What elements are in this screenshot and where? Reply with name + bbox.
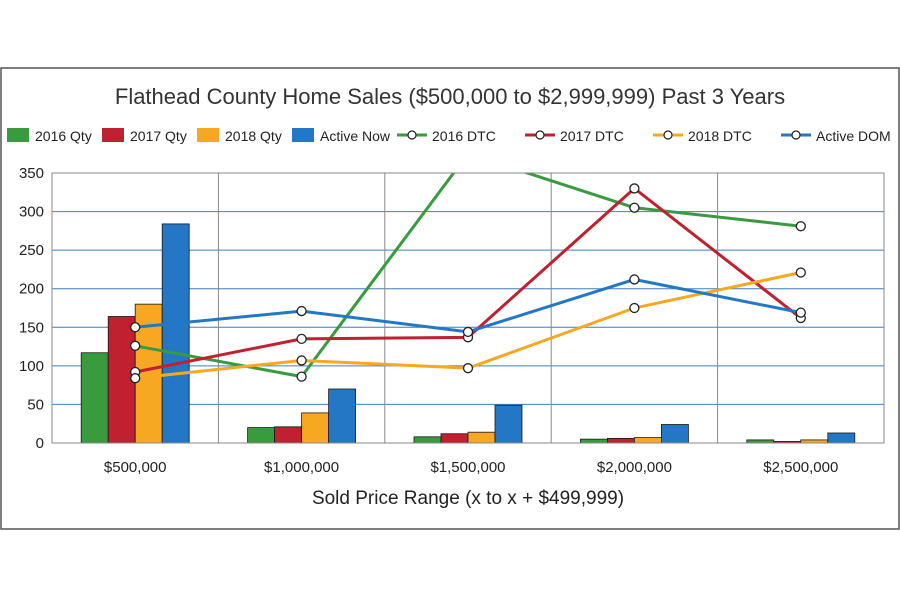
legend-swatch-marker <box>663 130 673 140</box>
legend-label: 2016 DTC <box>432 128 496 144</box>
plot-area <box>52 173 884 443</box>
legend-swatch <box>292 128 314 142</box>
bar <box>661 424 689 444</box>
line-point <box>629 302 640 314</box>
bar <box>80 352 109 444</box>
legend-label: Active DOM <box>816 128 891 144</box>
legend-label: 2018 Qty <box>225 128 282 144</box>
legend-label: Active Now <box>320 128 391 144</box>
bar <box>247 427 276 444</box>
line-point <box>462 326 474 338</box>
y-tick-label-250: 250 <box>19 242 44 259</box>
bar <box>301 412 330 444</box>
x-tick-label: $2,000,000 <box>597 459 672 476</box>
line-point <box>296 333 307 345</box>
y-tick-label-350: 350 <box>19 165 44 182</box>
bar <box>161 223 190 444</box>
bar <box>580 438 608 444</box>
line-point <box>296 355 307 366</box>
y-tick-label-0: 0 <box>36 435 44 452</box>
line-point <box>795 267 806 278</box>
y-tick-label-200: 200 <box>19 281 44 298</box>
y-tick-label-100: 100 <box>19 358 44 375</box>
legend-label: 2016 Qty <box>35 128 92 144</box>
line-point <box>296 305 307 317</box>
y-tick-label-300: 300 <box>19 204 44 221</box>
line-point <box>629 202 640 213</box>
bar <box>328 388 357 444</box>
legend-swatch <box>102 128 124 142</box>
plot-border <box>51 172 885 444</box>
x-tick-label: $2,500,000 <box>763 459 838 476</box>
legend-swatch-marker <box>791 130 801 140</box>
bar <box>607 437 635 444</box>
bar <box>413 436 442 444</box>
line-point <box>795 221 806 232</box>
x-axis-label: Sold Price Range (x to x + $499,999) <box>312 488 624 509</box>
chart-title: Flathead County Home Sales ($500,000 to … <box>115 84 785 109</box>
bar <box>467 431 496 444</box>
y-axis: 0 50 100 150 200 250 300 350 <box>19 165 44 452</box>
legend-label: 2017 DTC <box>560 128 624 144</box>
y-tick-label-50: 50 <box>27 396 44 413</box>
legend-label: 2017 Qty <box>130 128 187 144</box>
bar <box>494 404 523 444</box>
line-point <box>795 307 806 318</box>
line-point <box>629 183 640 194</box>
legend-swatch-marker <box>535 130 545 140</box>
points <box>130 183 806 384</box>
legend-swatch <box>197 128 219 142</box>
legend-label: 2018 DTC <box>688 128 752 144</box>
x-tick-label: $1,000,000 <box>264 459 339 476</box>
line-point <box>130 322 141 333</box>
line-point <box>130 373 141 384</box>
legend: 2016 Qty 2017 Qty 2018 Qty Active Now 2016 D… <box>7 128 891 144</box>
bar <box>634 437 662 444</box>
bar <box>440 433 469 444</box>
x-tick-label: $500,000 <box>104 459 167 476</box>
bar <box>274 426 303 444</box>
bar <box>827 432 856 444</box>
line-point <box>629 274 640 285</box>
legend-swatch-marker <box>407 130 417 140</box>
line-point <box>296 371 307 382</box>
x-tick-label: $1,500,000 <box>430 459 505 476</box>
line-point <box>462 363 474 374</box>
line-point <box>130 340 141 351</box>
x-axis: $500,000 $1,000,000 $1,500,000 $2,000,000 $2… <box>104 459 838 476</box>
y-tick-label-150: 150 <box>19 319 44 336</box>
legend-swatch <box>7 128 29 142</box>
